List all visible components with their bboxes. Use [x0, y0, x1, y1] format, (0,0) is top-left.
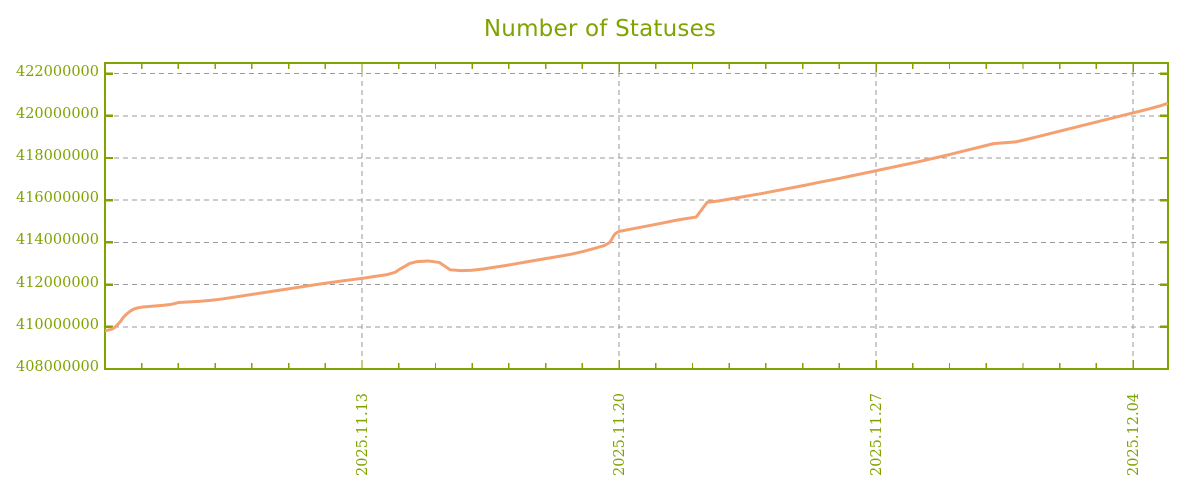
x-axis-tick-label: 2025.11.27 [869, 392, 886, 476]
chart-title: Number of Statuses [483, 16, 717, 42]
series-line-0 [104, 101, 1169, 333]
y-axis-tick-label: 412000000 [15, 274, 99, 291]
y-axis-tick-label: 422000000 [15, 63, 99, 80]
y-axis-tick-label: 416000000 [15, 190, 99, 207]
y-axis-tick-label: 410000000 [15, 316, 99, 333]
x-axis-tick-label: 2025.11.20 [612, 392, 629, 476]
y-axis-tick-label: 408000000 [15, 359, 99, 375]
y-axis-tick-label: 418000000 [15, 147, 99, 164]
y-axis-tick-label: 420000000 [15, 105, 99, 122]
horizontal-gridlines [105, 73, 1168, 370]
y-axis-ticks [105, 72, 1168, 371]
data-series-lines [104, 101, 1169, 333]
plot-frame [104, 62, 1169, 370]
x-axis-tick-label: 2025.12.04 [1126, 392, 1143, 476]
vertical-gridlines [361, 63, 1134, 369]
x-axis-tick-label: 2025.11.13 [355, 392, 372, 476]
y-axis-tick-label: 414000000 [15, 232, 99, 249]
